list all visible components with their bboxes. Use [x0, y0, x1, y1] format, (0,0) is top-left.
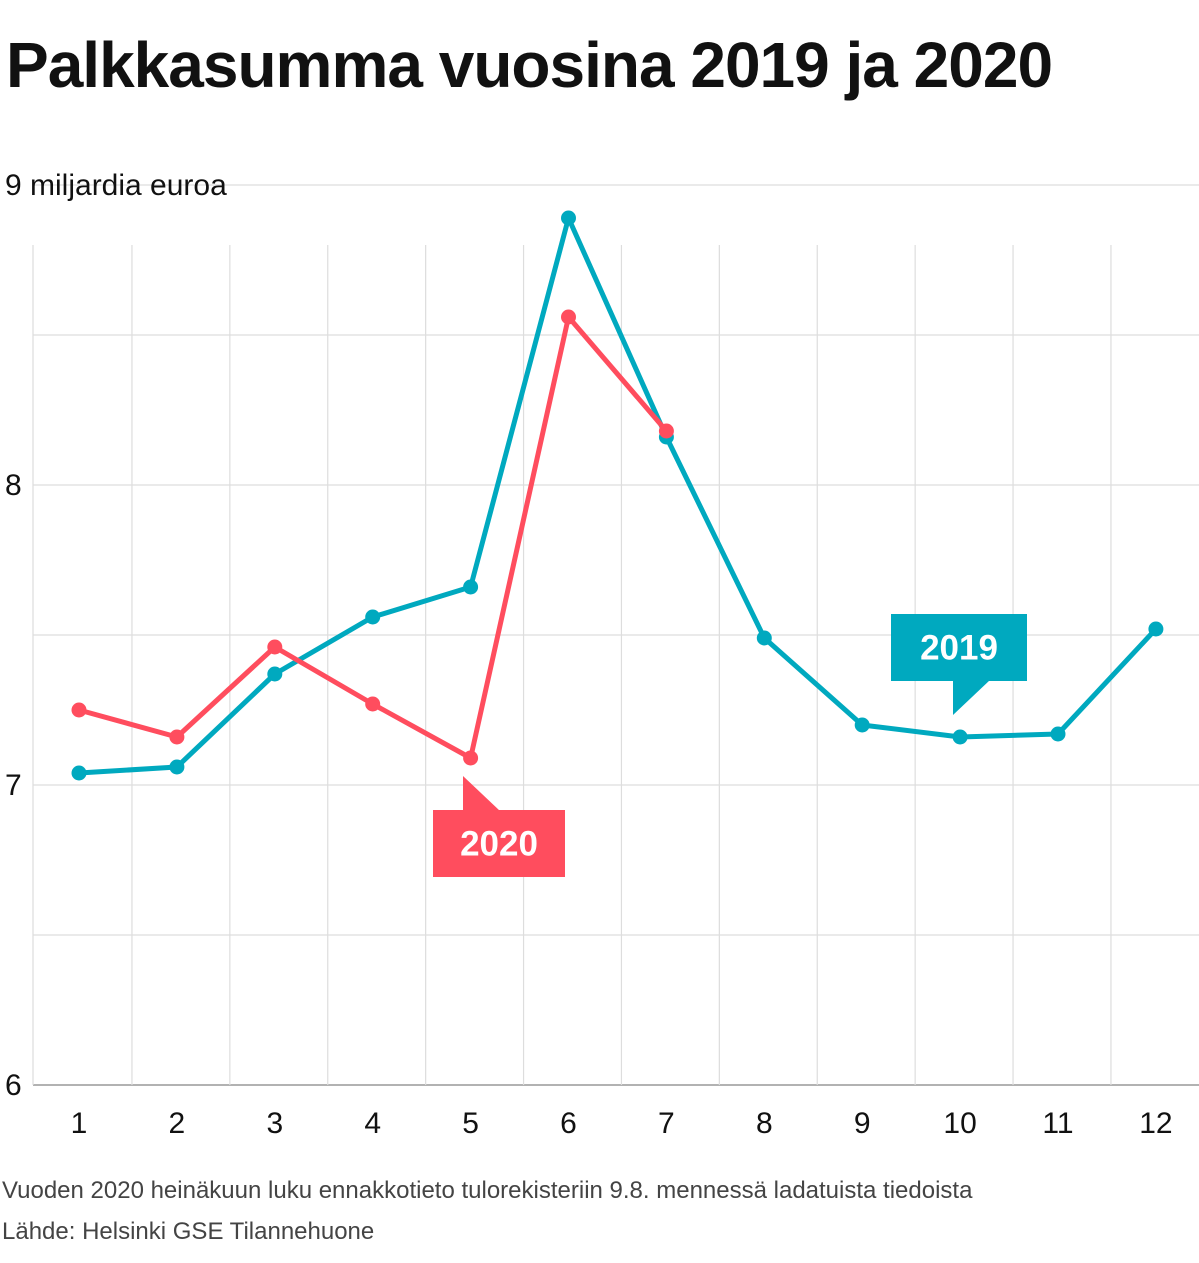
x-tick-label: 12	[1139, 1107, 1172, 1140]
data-point-2019	[561, 210, 576, 226]
data-point-2019	[365, 609, 381, 625]
callout-label: 2019	[920, 629, 998, 668]
series-callouts: 2019 2020	[433, 614, 1027, 877]
data-point-2020	[267, 639, 283, 655]
x-tick-label: 3	[266, 1107, 283, 1140]
y-tick-label: 8	[5, 469, 22, 502]
data-point-2020	[463, 750, 479, 766]
data-point-2019	[756, 630, 772, 646]
y-tick-label: 6	[5, 1069, 22, 1102]
series-callout-2019: 2019	[891, 614, 1027, 715]
data-point-2020	[365, 696, 381, 712]
x-tick-label: 2	[169, 1107, 186, 1140]
data-point-2019	[1050, 726, 1066, 742]
callout-label: 2020	[460, 825, 538, 864]
x-tick-label: 6	[560, 1107, 577, 1140]
callout-box	[433, 810, 565, 877]
chart-source: Lähde: Helsinki GSE Tilannehuone	[2, 1218, 375, 1245]
data-point-2019	[1148, 621, 1164, 637]
x-tick-label: 1	[71, 1107, 88, 1140]
x-tick-label: 11	[1042, 1107, 1073, 1140]
callout-pointer	[953, 680, 990, 715]
callout-box	[891, 614, 1027, 681]
x-tick-label: 4	[364, 1107, 381, 1140]
data-point-2019	[952, 729, 968, 745]
x-tick-label: 5	[462, 1107, 479, 1140]
chart-title: Palkkasumma vuosina 2019 ja 2020	[6, 29, 1053, 101]
data-point-2019	[169, 759, 185, 775]
x-tick-label: 10	[943, 1107, 976, 1140]
callout-pointer	[463, 776, 500, 811]
data-point-2020	[71, 702, 87, 718]
data-point-2019	[267, 666, 283, 682]
y-tick-label: 7	[5, 769, 22, 802]
series-line-2019	[76, 215, 1159, 776]
data-point-2020	[169, 729, 185, 745]
series-line-2020	[76, 314, 669, 761]
chart-footnote: Vuoden 2020 heinäkuun luku ennakkotieto …	[2, 1177, 973, 1204]
series-lines	[71, 210, 1164, 781]
x-tick-label: 8	[756, 1107, 773, 1140]
grid-lines	[32, 184, 1199, 1086]
data-point-2020	[561, 309, 576, 325]
series-callout-2020: 2020	[433, 776, 565, 877]
data-point-2019	[463, 579, 479, 595]
data-point-2019	[71, 765, 87, 781]
data-point-2019	[854, 717, 870, 733]
data-point-2020	[658, 423, 674, 439]
x-tick-label: 7	[658, 1107, 675, 1140]
y-tick-label: 9 miljardia euroa	[5, 169, 227, 202]
x-tick-label: 9	[854, 1107, 871, 1140]
